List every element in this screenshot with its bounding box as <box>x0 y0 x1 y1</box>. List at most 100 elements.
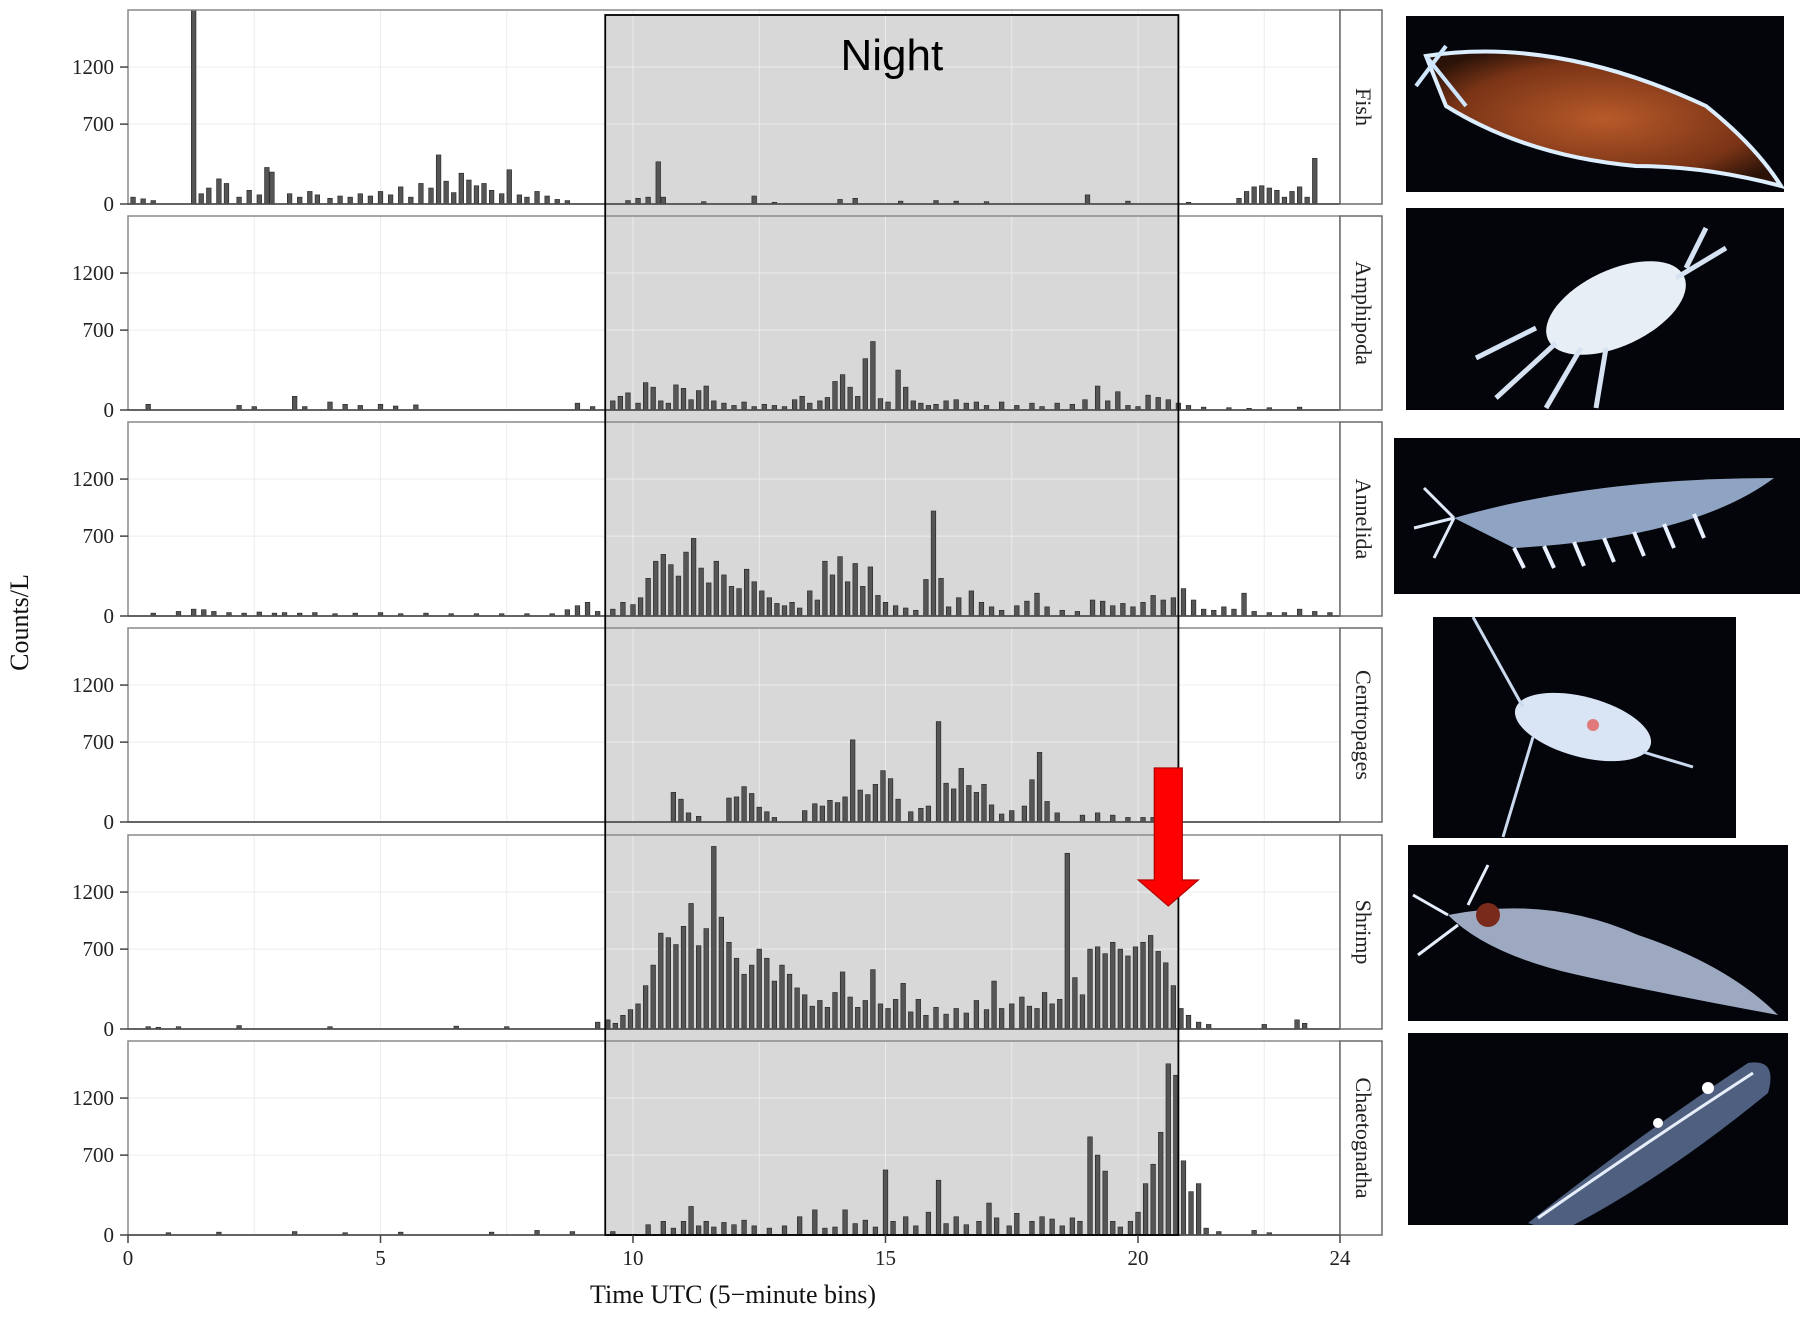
bar <box>643 382 649 411</box>
bar <box>852 563 858 617</box>
bar <box>953 399 959 411</box>
bar <box>774 603 780 617</box>
bar <box>1120 603 1126 617</box>
bar <box>713 560 719 617</box>
bar <box>1231 608 1237 617</box>
bar <box>832 1226 838 1236</box>
red-arrow-annotation <box>1136 767 1200 907</box>
bar <box>130 196 136 205</box>
bar <box>1173 1074 1179 1236</box>
bar <box>612 1022 618 1030</box>
bar <box>903 386 909 411</box>
bar <box>1243 191 1250 205</box>
bar <box>913 1225 919 1236</box>
bar <box>872 1226 879 1236</box>
bar <box>610 608 616 617</box>
bar <box>885 401 891 411</box>
bar <box>930 510 937 617</box>
bar <box>337 195 343 205</box>
bar <box>1049 1218 1055 1236</box>
bar <box>670 1227 677 1236</box>
bar <box>650 386 656 411</box>
bar <box>347 196 353 205</box>
bar <box>256 194 262 205</box>
bar <box>751 1225 757 1236</box>
bar <box>963 1224 969 1236</box>
panel-strip-label: Chaetognatha <box>1351 1078 1376 1199</box>
bar <box>342 403 348 411</box>
bar <box>286 193 293 205</box>
bar <box>665 937 671 1030</box>
bar <box>1296 186 1303 205</box>
bar <box>953 1216 959 1236</box>
bar <box>1142 1183 1149 1236</box>
bar <box>1296 608 1303 617</box>
bar <box>660 196 666 205</box>
bar <box>779 964 785 1030</box>
bar <box>981 784 987 823</box>
bar <box>744 568 750 617</box>
y-tick-label: 1200 <box>72 880 114 904</box>
night-outline <box>604 14 1180 1236</box>
bar <box>1102 953 1108 1030</box>
bar <box>1125 955 1131 1030</box>
bar <box>892 605 899 617</box>
bar <box>973 401 980 411</box>
bar <box>1034 1008 1040 1030</box>
bar <box>625 392 631 411</box>
bar <box>789 602 795 617</box>
bar <box>595 1021 601 1030</box>
bar <box>877 398 884 411</box>
bar <box>1029 1221 1035 1236</box>
bar <box>1165 1063 1171 1236</box>
bar <box>627 1009 634 1030</box>
bar <box>842 796 848 823</box>
bar <box>658 400 664 411</box>
bar <box>1158 1131 1164 1236</box>
bar <box>670 792 677 823</box>
bar <box>993 1217 1000 1236</box>
bar <box>1044 606 1050 617</box>
bar <box>925 1211 932 1236</box>
bar <box>817 400 823 411</box>
bar <box>655 161 661 205</box>
bar <box>678 798 684 823</box>
bar <box>635 402 641 411</box>
bar <box>887 778 894 823</box>
bar <box>645 1224 651 1236</box>
bar <box>923 1015 929 1030</box>
bar <box>1029 779 1035 823</box>
bar <box>819 805 825 823</box>
bar <box>1132 946 1139 1030</box>
bar <box>584 602 591 617</box>
bar <box>516 194 522 205</box>
bar <box>327 401 333 411</box>
y-tick-label: 700 <box>83 524 115 548</box>
bar <box>741 401 747 411</box>
bar <box>1163 962 1169 1030</box>
bar <box>1148 935 1154 1030</box>
bar <box>387 194 394 205</box>
bar <box>711 400 717 411</box>
bar <box>807 402 813 411</box>
bar <box>534 191 540 205</box>
bar <box>1019 996 1025 1030</box>
bar <box>1079 814 1086 823</box>
bar <box>1130 606 1136 617</box>
bar <box>978 602 985 617</box>
bar <box>688 903 694 1030</box>
bar <box>946 606 952 617</box>
bar <box>812 803 818 823</box>
bar <box>761 403 767 411</box>
bar <box>839 374 846 411</box>
bar <box>822 560 828 617</box>
bar <box>908 1011 914 1030</box>
panel-strip <box>1339 627 1383 823</box>
bar <box>900 983 906 1030</box>
bar <box>660 1221 666 1236</box>
bar <box>943 782 949 823</box>
y-tick-label: 1200 <box>72 261 114 285</box>
bar <box>822 1227 828 1236</box>
bar <box>1259 185 1265 205</box>
bar <box>749 964 755 1030</box>
